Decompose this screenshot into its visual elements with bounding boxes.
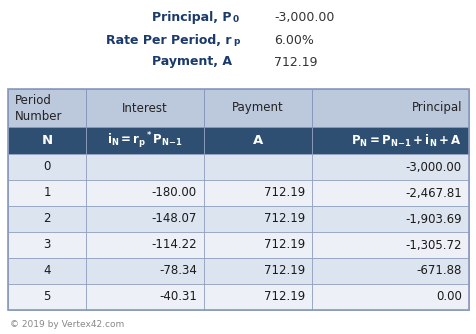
Text: -3,000.00: -3,000.00	[273, 11, 334, 24]
Bar	[86, 232, 204, 258]
Bar	[204, 258, 311, 284]
Text: -114.22: -114.22	[151, 238, 197, 252]
Text: -1,903.69: -1,903.69	[405, 212, 461, 225]
Bar	[86, 284, 204, 310]
Text: 1: 1	[43, 186, 50, 199]
Bar	[204, 206, 311, 232]
Text: 0: 0	[43, 161, 50, 173]
Bar	[86, 258, 204, 284]
Text: Interest: Interest	[122, 102, 168, 115]
Text: 712.19: 712.19	[263, 212, 304, 225]
Bar	[204, 180, 311, 206]
Text: -2,467.81: -2,467.81	[405, 186, 461, 199]
Bar	[8, 284, 86, 310]
Text: 712.19: 712.19	[263, 291, 304, 304]
Text: N: N	[41, 134, 52, 147]
Bar	[311, 206, 468, 232]
Bar	[311, 127, 468, 154]
Text: 0: 0	[232, 15, 238, 24]
Bar	[204, 232, 311, 258]
Text: 6.00%: 6.00%	[273, 33, 313, 46]
Bar	[8, 206, 86, 232]
Text: -3,000.00: -3,000.00	[405, 161, 461, 173]
Bar	[8, 127, 86, 154]
Bar	[311, 232, 468, 258]
Text: 4: 4	[43, 265, 50, 278]
Text: -1,305.72: -1,305.72	[405, 238, 461, 252]
Text: 3: 3	[43, 238, 50, 252]
Text: A: A	[252, 134, 263, 147]
Bar	[311, 89, 468, 127]
Bar	[8, 180, 86, 206]
Text: Period
Number: Period Number	[15, 94, 62, 123]
Text: $\mathbf{i_N = r_p{}^*P_{N\!-\!1}}$: $\mathbf{i_N = r_p{}^*P_{N\!-\!1}}$	[107, 130, 183, 151]
Text: -148.07: -148.07	[151, 212, 197, 225]
Bar	[204, 154, 311, 180]
Bar	[86, 206, 204, 232]
Text: 712.19: 712.19	[263, 238, 304, 252]
Bar	[86, 89, 204, 127]
Bar	[8, 258, 86, 284]
Text: Principal: Principal	[411, 102, 461, 115]
Text: Rate Per Period, r: Rate Per Period, r	[106, 33, 231, 46]
Bar	[8, 89, 86, 127]
Text: $\mathbf{P_N = P_{N\!-\!1}+i_N+A}$: $\mathbf{P_N = P_{N\!-\!1}+i_N+A}$	[350, 133, 461, 149]
Text: 5: 5	[43, 291, 50, 304]
Bar	[204, 284, 311, 310]
Bar	[86, 154, 204, 180]
Text: -40.31: -40.31	[159, 291, 197, 304]
Text: 712.19: 712.19	[263, 265, 304, 278]
Text: 712.19: 712.19	[273, 55, 317, 68]
Text: Payment: Payment	[232, 102, 283, 115]
Text: Payment, A: Payment, A	[152, 55, 231, 68]
Text: © 2019 by Vertex42.com: © 2019 by Vertex42.com	[10, 320, 124, 329]
Text: p: p	[232, 37, 239, 46]
Text: 0.00: 0.00	[435, 291, 461, 304]
Bar	[8, 232, 86, 258]
Bar	[204, 89, 311, 127]
Text: 2: 2	[43, 212, 50, 225]
Bar	[311, 258, 468, 284]
Bar	[204, 127, 311, 154]
Text: -671.88: -671.88	[416, 265, 461, 278]
Text: -78.34: -78.34	[159, 265, 197, 278]
Bar	[311, 284, 468, 310]
Bar	[86, 180, 204, 206]
Text: 712.19: 712.19	[263, 186, 304, 199]
Bar	[311, 154, 468, 180]
Text: -180.00: -180.00	[151, 186, 197, 199]
Bar	[311, 180, 468, 206]
Bar	[86, 127, 204, 154]
Bar	[8, 154, 86, 180]
Text: Principal, P: Principal, P	[152, 11, 231, 24]
Bar	[8, 89, 468, 310]
